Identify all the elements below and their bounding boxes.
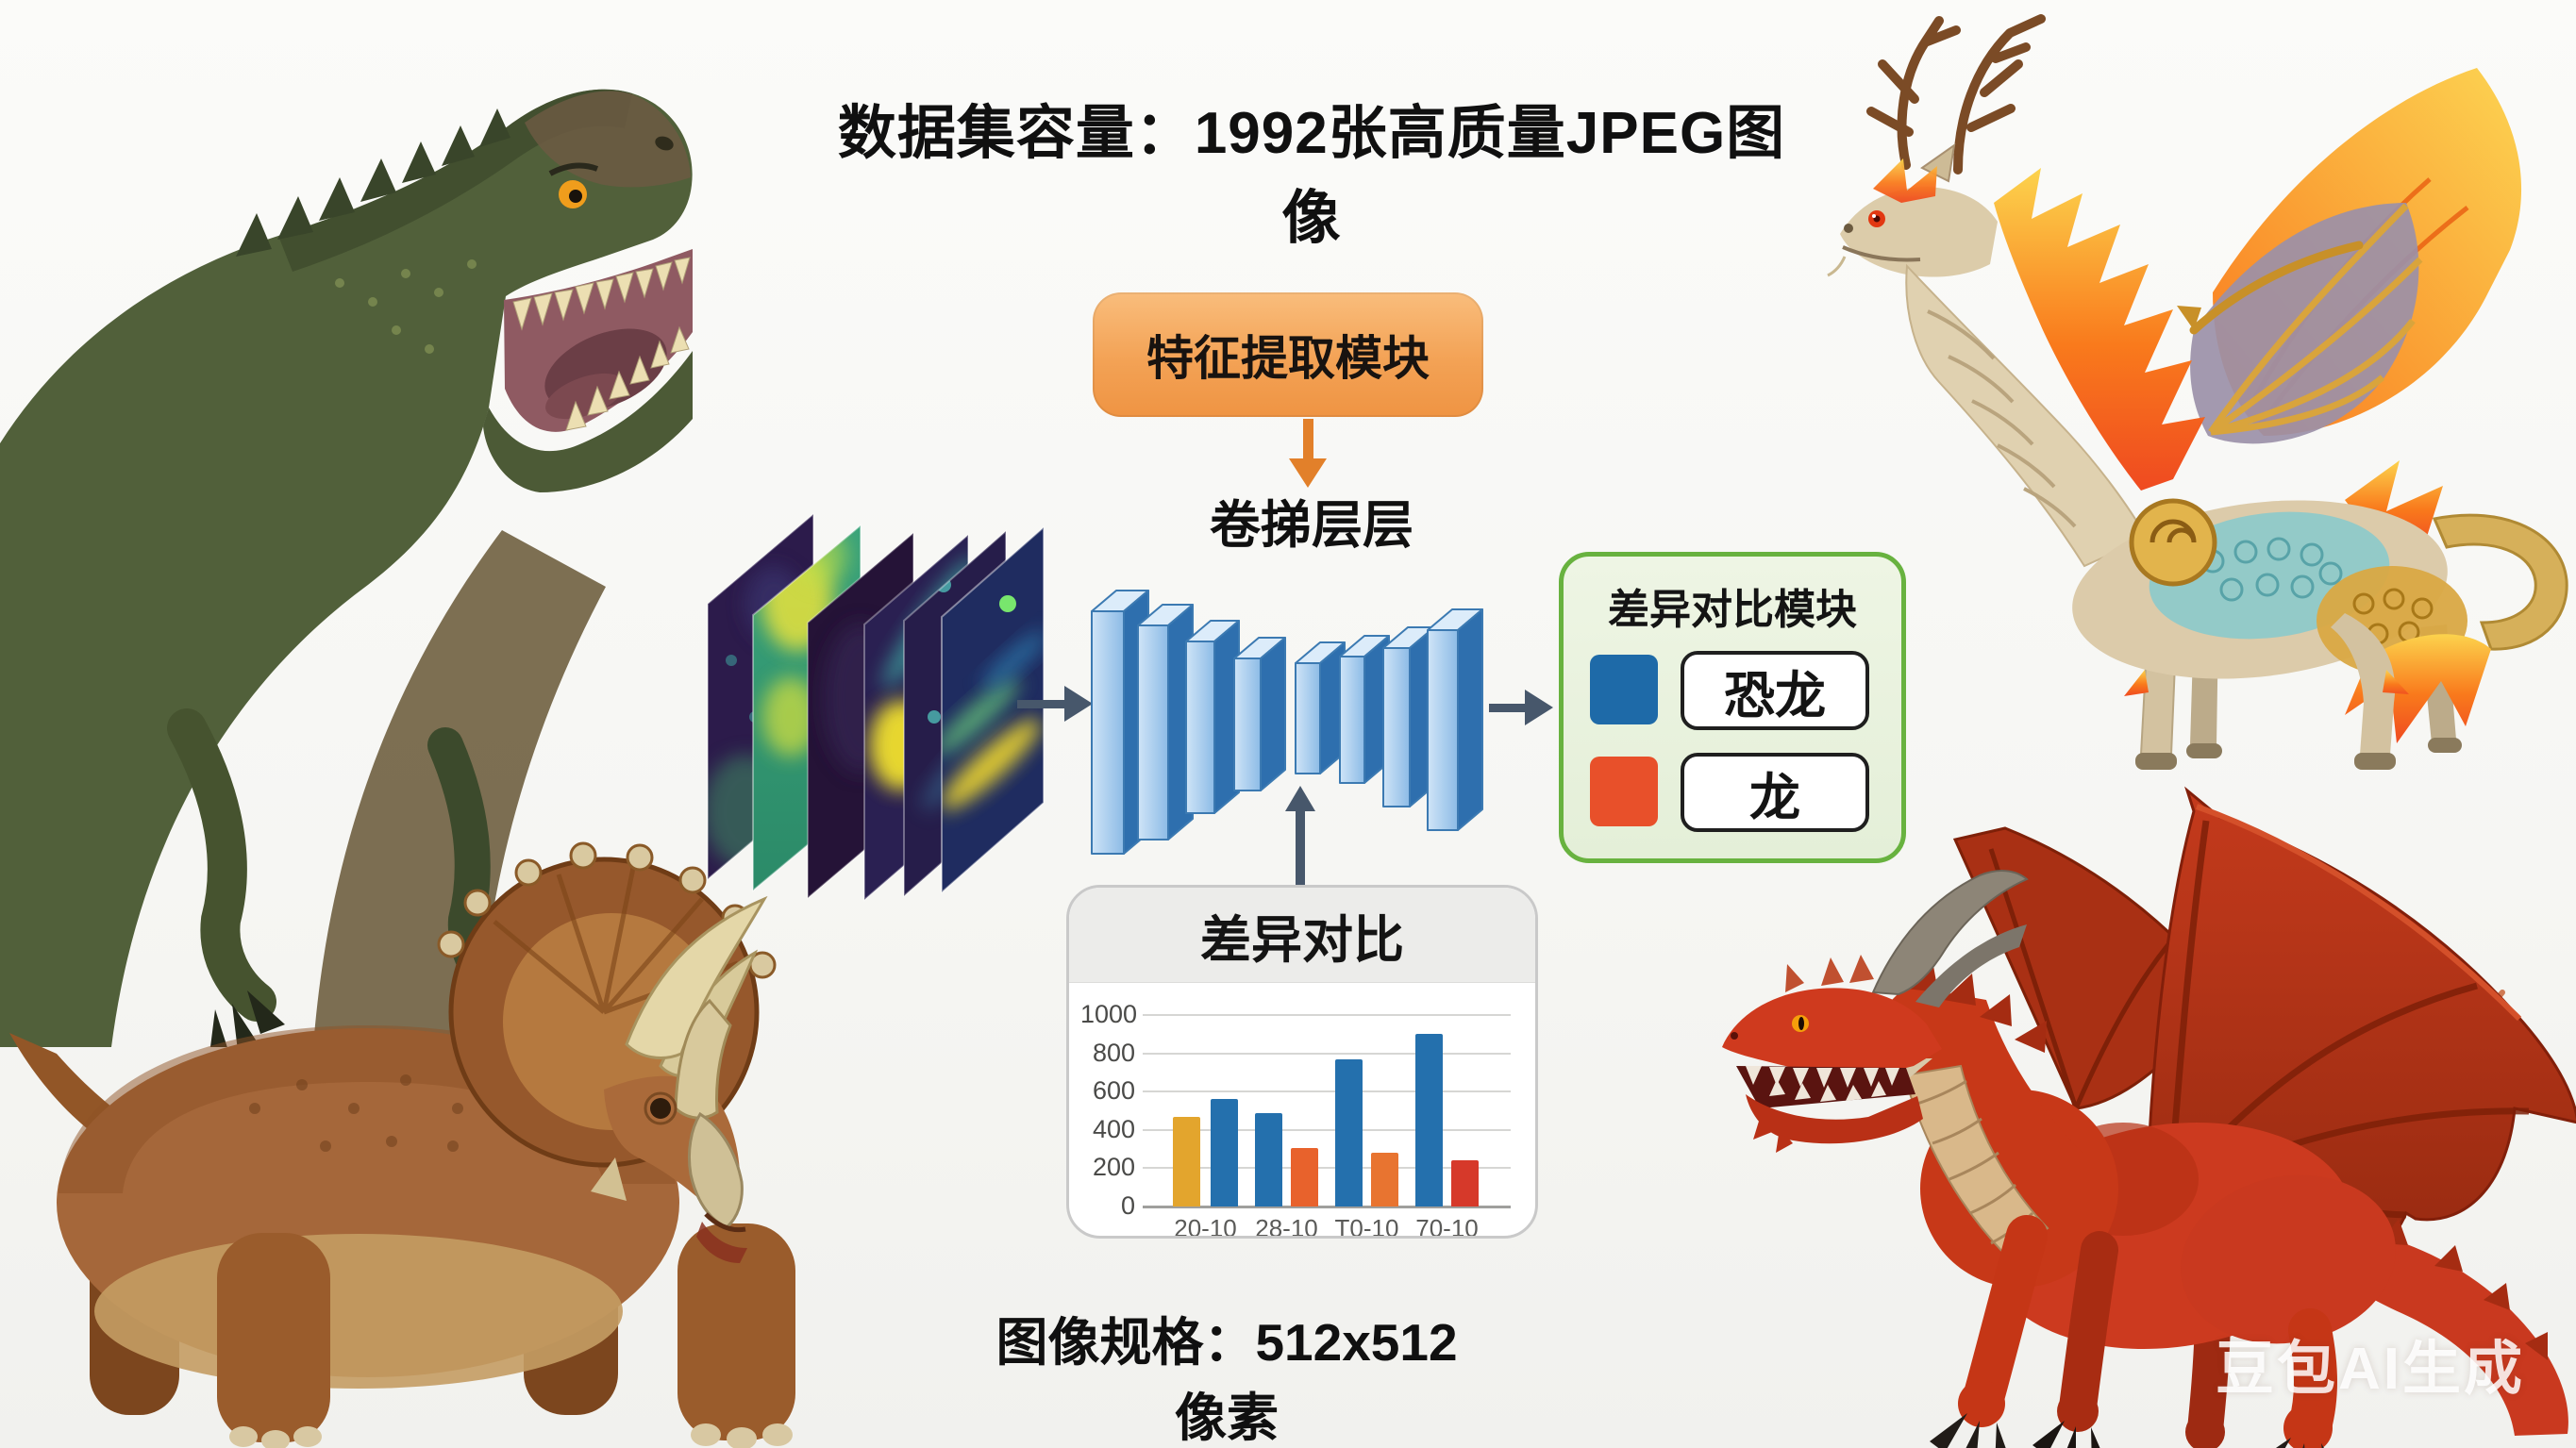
- legend-swatch-dinosaur: [1590, 655, 1658, 724]
- bar: [1415, 1034, 1443, 1207]
- y-tick-label: 400: [1092, 1114, 1135, 1143]
- ai-watermark: 豆包AI生成: [2216, 1337, 2526, 1402]
- trex-illustration: [0, 89, 693, 1047]
- dataset-caption: 数据集容量：1992张高质量JPEG图像: [837, 101, 1786, 251]
- x-tick-label: 20-10: [1174, 1214, 1237, 1239]
- legend-text-dinosaur: 恐龙: [1724, 667, 1826, 724]
- compare-module-title: 差异对比模块: [1608, 587, 1857, 633]
- feature-maps-stack: [707, 511, 1045, 903]
- arrow-right2-icon: [1489, 704, 1527, 712]
- legend-label-dinosaur: 恐龙: [1681, 651, 1869, 730]
- y-tick-label: 0: [1120, 1191, 1135, 1220]
- x-tick-label: T0-10: [1334, 1214, 1399, 1239]
- bar: [1371, 1153, 1398, 1207]
- legend-text-dragon: 龙: [1749, 769, 1800, 826]
- bar: [1335, 1058, 1363, 1207]
- gridline: [1143, 1090, 1511, 1093]
- image-spec-caption: 图像规格：512x512像素: [995, 1313, 1458, 1447]
- chinese-dragon-illustration: [1827, 14, 2568, 770]
- legend-label-dragon: 龙: [1681, 753, 1869, 832]
- arrow-down-icon: [1303, 419, 1313, 460]
- gridline: [1143, 1014, 1511, 1016]
- feature-extraction-label: 特征提取模块: [1146, 332, 1430, 385]
- gridline: [1143, 1206, 1511, 1208]
- arrow-up-head-icon: [1285, 786, 1315, 811]
- gridline: [1143, 1052, 1511, 1055]
- bar: [1255, 1112, 1282, 1207]
- conv-layers-label: 卷挮层层: [1210, 497, 1413, 554]
- bar: [1211, 1099, 1238, 1207]
- cnn-blocks: [1091, 590, 1483, 855]
- arrow-right2-head-icon: [1525, 690, 1553, 725]
- legend-swatch-dragon: [1590, 757, 1658, 826]
- y-tick-label: 600: [1092, 1076, 1135, 1106]
- y-tick-label: 200: [1092, 1153, 1135, 1182]
- difference-chart-card: 差异对比 0 200 400 600 800 1000 20-10 28-10 T0-10 70-…: [1066, 885, 1538, 1239]
- arrow-up-icon: [1296, 809, 1305, 887]
- chart-plot: 0 200 400 600 800 1000 20-10 28-10 T0-10 70-10: [1069, 888, 1535, 1236]
- x-tick-label: 70-10: [1415, 1214, 1479, 1239]
- y-tick-label: 800: [1092, 1038, 1135, 1067]
- triceratops-illustration: [9, 841, 795, 1448]
- chart-title: 差异对比: [1069, 888, 1535, 983]
- arrow-right-head-icon: [1064, 686, 1093, 722]
- y-tick-label: 1000: [1080, 1000, 1138, 1028]
- x-tick-label: 28-10: [1255, 1214, 1318, 1239]
- bar: [1451, 1160, 1479, 1207]
- gridline: [1143, 1167, 1511, 1170]
- chart-title-text: 差异对比: [1200, 911, 1404, 969]
- arrow-down-head-icon: [1289, 458, 1327, 488]
- difference-compare-module: 差异对比模块 恐龙 龙: [1559, 552, 1906, 863]
- feature-extraction-module: 特征提取模块: [1093, 292, 1483, 417]
- gridline: [1143, 1128, 1511, 1131]
- bar: [1173, 1116, 1200, 1207]
- bar: [1291, 1148, 1318, 1207]
- arrow-right-icon: [1017, 700, 1066, 708]
- red-dragon-illustration: [1722, 786, 2576, 1448]
